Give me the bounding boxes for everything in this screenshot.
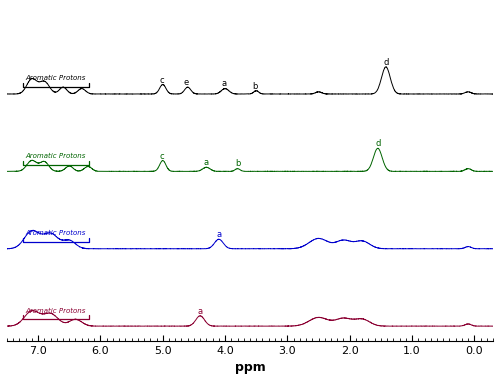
Text: a: a [216, 230, 222, 239]
Text: Aromatic Protons: Aromatic Protons [26, 307, 86, 314]
Text: a: a [198, 307, 202, 315]
Text: Aromatic Protons: Aromatic Protons [26, 230, 86, 236]
Text: d: d [383, 58, 388, 67]
Text: c: c [159, 152, 164, 161]
Text: Aromatic Protons: Aromatic Protons [26, 153, 86, 159]
Text: a: a [222, 79, 226, 88]
X-axis label: ppm: ppm [234, 361, 266, 374]
Text: c: c [159, 75, 164, 85]
Text: d: d [375, 139, 380, 149]
Text: b: b [252, 82, 258, 91]
Text: b: b [235, 160, 240, 168]
Text: Aromatic Protons: Aromatic Protons [26, 75, 86, 82]
Text: a: a [204, 158, 209, 167]
Text: e: e [184, 78, 189, 87]
